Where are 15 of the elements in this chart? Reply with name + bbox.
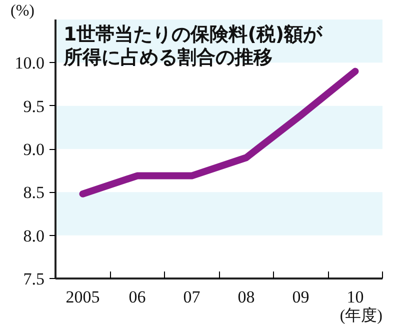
text: 1世帯当たりの保険料(税)額が所得に占める割合の推移: [62, 24, 324, 68]
text: (年度): [340, 306, 382, 324]
x-tick-label: 10: [346, 288, 364, 306]
y-tick-label: 9.5: [23, 96, 44, 116]
y-tick-label: 8.5: [23, 183, 44, 202]
y-tick-label: 10.0: [14, 54, 44, 73]
y-tick-label: 7.5: [23, 270, 44, 288]
text: (%): [10, 2, 34, 20]
x-tick-label: 09: [292, 288, 310, 306]
x-tick-label: 2005: [66, 288, 100, 306]
x-tick-label: 06: [128, 288, 146, 306]
y-tick-label: 9.0: [23, 140, 44, 159]
y-tick-label: 8.0: [23, 226, 44, 246]
x-tick-label: 08: [238, 288, 255, 306]
x-tick-label: 07: [183, 288, 201, 306]
